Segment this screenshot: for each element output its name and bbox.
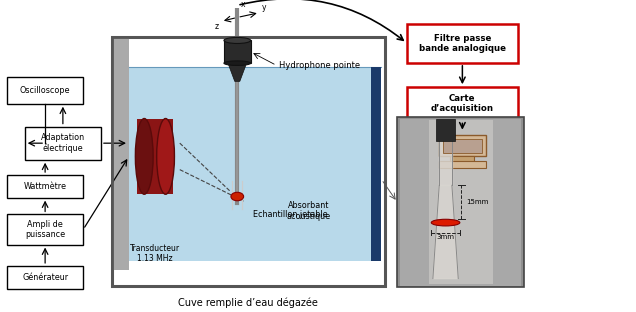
Bar (436, 119, 455, 141)
Text: Hydrophone pointe: Hydrophone pointe (279, 61, 359, 70)
Text: 15mm: 15mm (466, 199, 489, 205)
Bar (398, 117, 524, 287)
Bar (407, 23, 518, 63)
Text: Wattmètre: Wattmètre (24, 182, 67, 191)
Polygon shape (439, 123, 452, 185)
Bar (7, 214, 83, 245)
Text: Oscilloscope: Oscilloscope (20, 86, 71, 95)
Text: y: y (261, 2, 266, 12)
Text: Filtre passe
bande analogique: Filtre passe bande analogique (419, 33, 506, 53)
Text: 3mm: 3mm (436, 234, 455, 240)
Bar (129, 67, 382, 261)
Bar (371, 67, 381, 261)
Bar (439, 135, 486, 156)
Bar (439, 161, 486, 168)
Bar (407, 87, 518, 120)
Text: Transducteur
1.13 MHz: Transducteur 1.13 MHz (130, 244, 180, 263)
Polygon shape (228, 63, 247, 81)
Text: Echantillon jetable: Echantillon jetable (253, 210, 328, 219)
Ellipse shape (135, 119, 153, 194)
Text: Adaptation
électrique: Adaptation électrique (41, 133, 85, 153)
Bar (112, 37, 129, 271)
Text: Cuve remplie d’eau dégazée: Cuve remplie d’eau dégazée (178, 298, 318, 308)
Text: Générateur: Générateur (22, 273, 68, 282)
Text: Ampli de
puissance: Ampli de puissance (25, 220, 65, 239)
Ellipse shape (231, 192, 244, 201)
Bar (137, 119, 173, 194)
Bar (7, 266, 83, 289)
Bar (7, 175, 83, 198)
Bar (401, 119, 521, 285)
Bar (443, 139, 481, 153)
Ellipse shape (224, 37, 251, 43)
Text: z: z (215, 22, 219, 31)
Polygon shape (433, 185, 459, 279)
Ellipse shape (224, 61, 251, 66)
Ellipse shape (156, 119, 174, 194)
Text: x: x (240, 0, 245, 9)
Bar (429, 120, 492, 284)
Ellipse shape (431, 219, 460, 226)
Bar (112, 37, 385, 285)
Text: Absorbant
acoustique: Absorbant acoustique (286, 201, 330, 221)
Text: Carte
d’acquisition: Carte d’acquisition (431, 94, 494, 114)
Bar (224, 41, 251, 63)
Bar (25, 126, 101, 160)
Bar (112, 37, 385, 285)
Bar (450, 156, 474, 162)
Bar (7, 76, 83, 104)
